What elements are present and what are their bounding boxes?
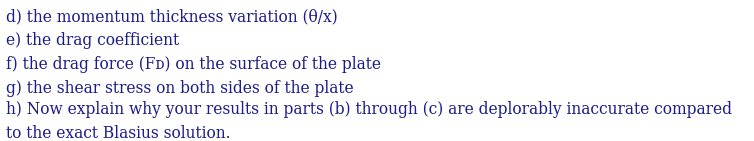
Text: f) the drag force (Fᴅ) on the surface of the plate: f) the drag force (Fᴅ) on the surface of… bbox=[6, 56, 381, 73]
Text: d) the momentum thickness variation (θ/x): d) the momentum thickness variation (θ/x… bbox=[6, 8, 338, 25]
Text: h) Now explain why your results in parts (b) through (c) are deplorably inaccura: h) Now explain why your results in parts… bbox=[6, 101, 732, 118]
Text: e) the drag coefficient: e) the drag coefficient bbox=[6, 32, 179, 49]
Text: to the exact Blasius solution.: to the exact Blasius solution. bbox=[6, 125, 231, 141]
Text: g) the shear stress on both sides of the plate: g) the shear stress on both sides of the… bbox=[6, 80, 354, 97]
